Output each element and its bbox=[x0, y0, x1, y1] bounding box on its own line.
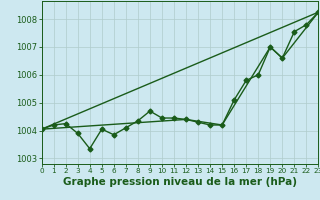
X-axis label: Graphe pression niveau de la mer (hPa): Graphe pression niveau de la mer (hPa) bbox=[63, 177, 297, 187]
